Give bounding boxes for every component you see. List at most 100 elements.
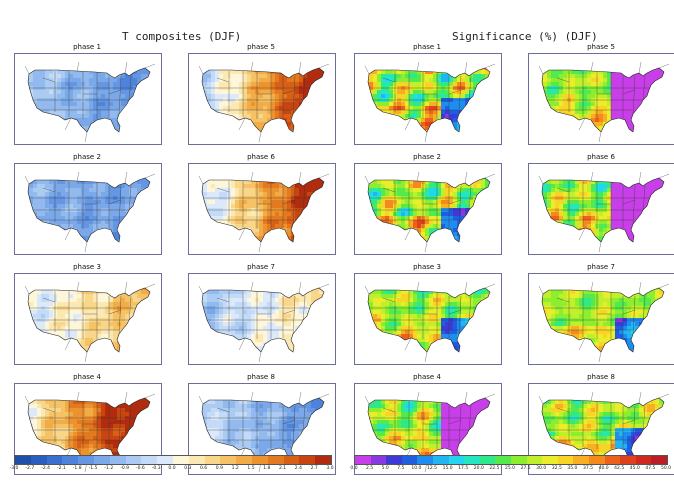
temperature-map-phase-1 xyxy=(14,53,162,145)
colorbar-tick-label: 1.2 xyxy=(231,466,239,471)
significance-colorbar-ticks: 0.0 2.5 5.0 7.5 10.0 12.5 15.0 17.5 20.0 22.5 25.0… xyxy=(350,466,671,474)
colorbar-swatch xyxy=(604,456,621,464)
significance-map-phase-3 xyxy=(354,273,502,365)
colorbar-tick-label: 12.5 xyxy=(426,466,438,471)
colorbar-tick-label: -1.5 xyxy=(88,466,98,471)
colorbar-tick-label: 0.9 xyxy=(215,466,223,471)
temperature-map-phase-8 xyxy=(188,383,336,475)
colorbar-swatch xyxy=(93,456,110,464)
colorbar-swatch xyxy=(464,456,480,464)
temperature-map-phase-3 xyxy=(14,273,162,365)
colorbar-swatch xyxy=(220,456,237,464)
significance-map-phase-1 xyxy=(354,53,502,145)
colorbar-tick-label: 0.0 xyxy=(168,466,176,471)
colorbar-tick-label: 25.0 xyxy=(504,466,516,471)
colorbar-swatch xyxy=(267,456,284,464)
colorbar-swatch xyxy=(30,456,47,464)
colorbar-tick-label: 50.0 xyxy=(660,466,672,471)
temperature-panel-label: phase 1 xyxy=(73,43,101,51)
significance-map-phase-2 xyxy=(354,163,502,255)
temperature-panel-label: phase 7 xyxy=(247,263,275,271)
colorbar-tick-label: 17.5 xyxy=(458,466,469,471)
colorbar-swatch xyxy=(588,456,605,464)
colorbar-tick-label: 20.0 xyxy=(473,466,484,471)
colorbar-tick-label: 27.5 xyxy=(520,466,531,471)
significance-panel-label: phase 5 xyxy=(587,43,615,51)
colorbar-swatch xyxy=(283,456,300,464)
colorbar-swatch xyxy=(417,456,433,464)
temperature-panel-label: phase 3 xyxy=(73,263,101,271)
colorbar-swatch xyxy=(432,456,449,464)
colorbar-swatch xyxy=(510,456,527,464)
colorbar-swatch xyxy=(236,456,252,464)
colorbar-swatch xyxy=(109,456,126,464)
colorbar-tick-label: -1.2 xyxy=(104,466,114,471)
colorbar-swatch xyxy=(542,456,558,464)
temperature-panel-label: phase 6 xyxy=(247,153,275,161)
temperature-colorbar-ticks: -3.0 -2.7 -2.4 -2.1 -1.8 -1.5 -1.2 -0.9 -0.6 -0.3… xyxy=(10,466,334,474)
temperature-panel-label: phase 4 xyxy=(73,373,101,381)
colorbar-tick-label: -2.4 xyxy=(41,466,50,471)
significance-panel-label: phase 6 xyxy=(587,153,615,161)
significance-panel-label: phase 8 xyxy=(587,373,615,381)
colorbar-swatch xyxy=(573,456,589,464)
colorbar-swatch xyxy=(299,456,316,464)
colorbar-swatch xyxy=(495,456,511,464)
significance-panel-label: phase 2 xyxy=(413,153,441,161)
colorbar-swatch xyxy=(620,456,636,464)
temperature-colorbar xyxy=(14,455,332,465)
colorbar-tick-label: 40.0 xyxy=(598,466,609,471)
colorbar-swatch xyxy=(188,456,205,464)
colorbar-tick-label: -3.0 xyxy=(9,466,19,471)
colorbar-tick-label: 3.0 xyxy=(326,466,334,471)
colorbar-tick-label: 2.4 xyxy=(294,466,302,471)
colorbar-tick-label: 0.3 xyxy=(184,466,192,471)
colorbar-swatch xyxy=(15,456,31,464)
significance-map-phase-7 xyxy=(528,273,674,365)
significance-colorbar xyxy=(354,455,668,465)
colorbar-tick-label: 10.0 xyxy=(411,466,422,471)
colorbar-tick-label: -1.8 xyxy=(72,466,82,471)
temperature-map-phase-5 xyxy=(188,53,336,145)
colorbar-tick-label: -2.1 xyxy=(57,466,66,471)
colorbar-swatch xyxy=(479,456,496,464)
colorbar-swatch xyxy=(157,456,173,464)
colorbar-tick-label: 0.6 xyxy=(200,466,208,471)
colorbar-tick-label: 47.5 xyxy=(645,466,656,471)
temperature-map-phase-7 xyxy=(188,273,336,365)
colorbar-tick-label: 22.5 xyxy=(489,466,500,471)
significance-panel-label: phase 3 xyxy=(413,263,441,271)
colorbar-tick-label: 45.0 xyxy=(629,466,640,471)
temperature-panel-label: phase 5 xyxy=(247,43,275,51)
colorbar-swatch xyxy=(62,456,79,464)
temperature-map-phase-2 xyxy=(14,163,162,255)
colorbar-tick-label: 2.1 xyxy=(279,466,287,471)
colorbar-swatch xyxy=(355,456,371,464)
colorbar-tick-label: 7.5 xyxy=(397,466,405,471)
colorbar-tick-label: 2.5 xyxy=(366,466,374,471)
title-significance: Significance (%) (DJF) xyxy=(452,30,598,43)
colorbar-swatch xyxy=(125,456,142,464)
colorbar-tick-label: 5.0 xyxy=(381,466,389,471)
significance-map-phase-5 xyxy=(528,53,674,145)
colorbar-swatch xyxy=(315,456,331,464)
temperature-panel-label: phase 8 xyxy=(247,373,275,381)
colorbar-swatch xyxy=(526,456,543,464)
colorbar-tick-label: 42.5 xyxy=(614,466,625,471)
colorbar-tick-label: 32.5 xyxy=(551,466,562,471)
colorbar-tick-label: 1.8 xyxy=(263,466,271,471)
colorbar-tick-label: 2.7 xyxy=(310,466,318,471)
colorbar-swatch xyxy=(370,456,387,464)
colorbar-swatch xyxy=(386,456,402,464)
colorbar-swatch xyxy=(78,456,94,464)
colorbar-swatch xyxy=(651,456,667,464)
colorbar-swatch xyxy=(557,456,574,464)
colorbar-swatch xyxy=(635,456,652,464)
colorbar-swatch xyxy=(251,456,268,464)
colorbar-swatch xyxy=(401,456,418,464)
colorbar-swatch xyxy=(46,456,63,464)
significance-panel-label: phase 1 xyxy=(413,43,441,51)
colorbar-tick-label: 37.5 xyxy=(582,466,594,471)
colorbar-tick-label: 30.0 xyxy=(536,466,547,471)
